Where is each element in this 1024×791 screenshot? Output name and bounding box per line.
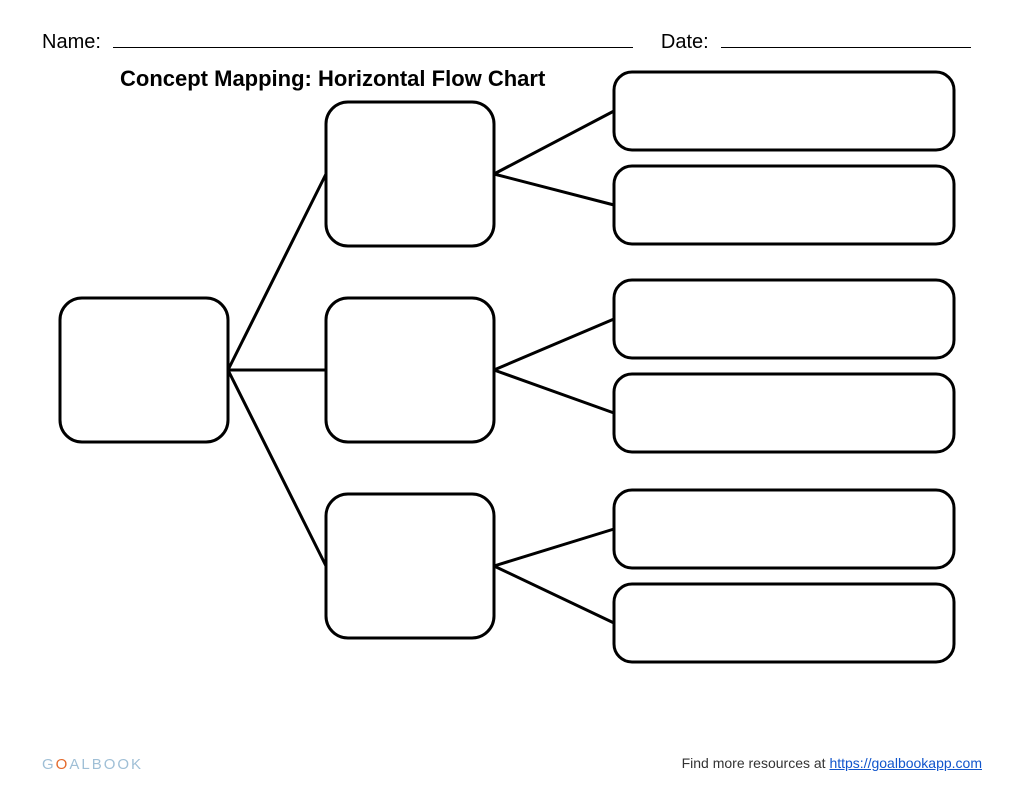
node-leaf-1[interactable] xyxy=(614,72,954,150)
edge-mid-2-leaf-3 xyxy=(494,319,614,370)
edge-mid-1-leaf-1 xyxy=(494,111,614,174)
footer-resources: Find more resources at https://goalbooka… xyxy=(682,755,982,771)
edge-root-mid-1 xyxy=(228,174,326,370)
flowchart-diagram xyxy=(0,0,1024,791)
edge-mid-2-leaf-4 xyxy=(494,370,614,413)
edge-mid-3-leaf-6 xyxy=(494,566,614,623)
goalbook-logo: GOALBOOK xyxy=(42,756,143,773)
node-leaf-5[interactable] xyxy=(614,490,954,568)
node-root[interactable] xyxy=(60,298,228,442)
node-mid-2[interactable] xyxy=(326,298,494,442)
edge-mid-3-leaf-5 xyxy=(494,529,614,566)
node-mid-3[interactable] xyxy=(326,494,494,638)
logo-text: G xyxy=(42,756,56,773)
node-leaf-3[interactable] xyxy=(614,280,954,358)
edge-mid-1-leaf-2 xyxy=(494,174,614,205)
footer-resources-text: Find more resources at xyxy=(682,755,830,771)
node-mid-1[interactable] xyxy=(326,102,494,246)
logo-accent: O xyxy=(56,756,70,773)
logo-text-2: ALBOOK xyxy=(69,756,143,773)
footer-link[interactable]: https://goalbookapp.com xyxy=(829,755,982,771)
node-leaf-2[interactable] xyxy=(614,166,954,244)
edge-root-mid-3 xyxy=(228,370,326,566)
node-leaf-4[interactable] xyxy=(614,374,954,452)
node-leaf-6[interactable] xyxy=(614,584,954,662)
